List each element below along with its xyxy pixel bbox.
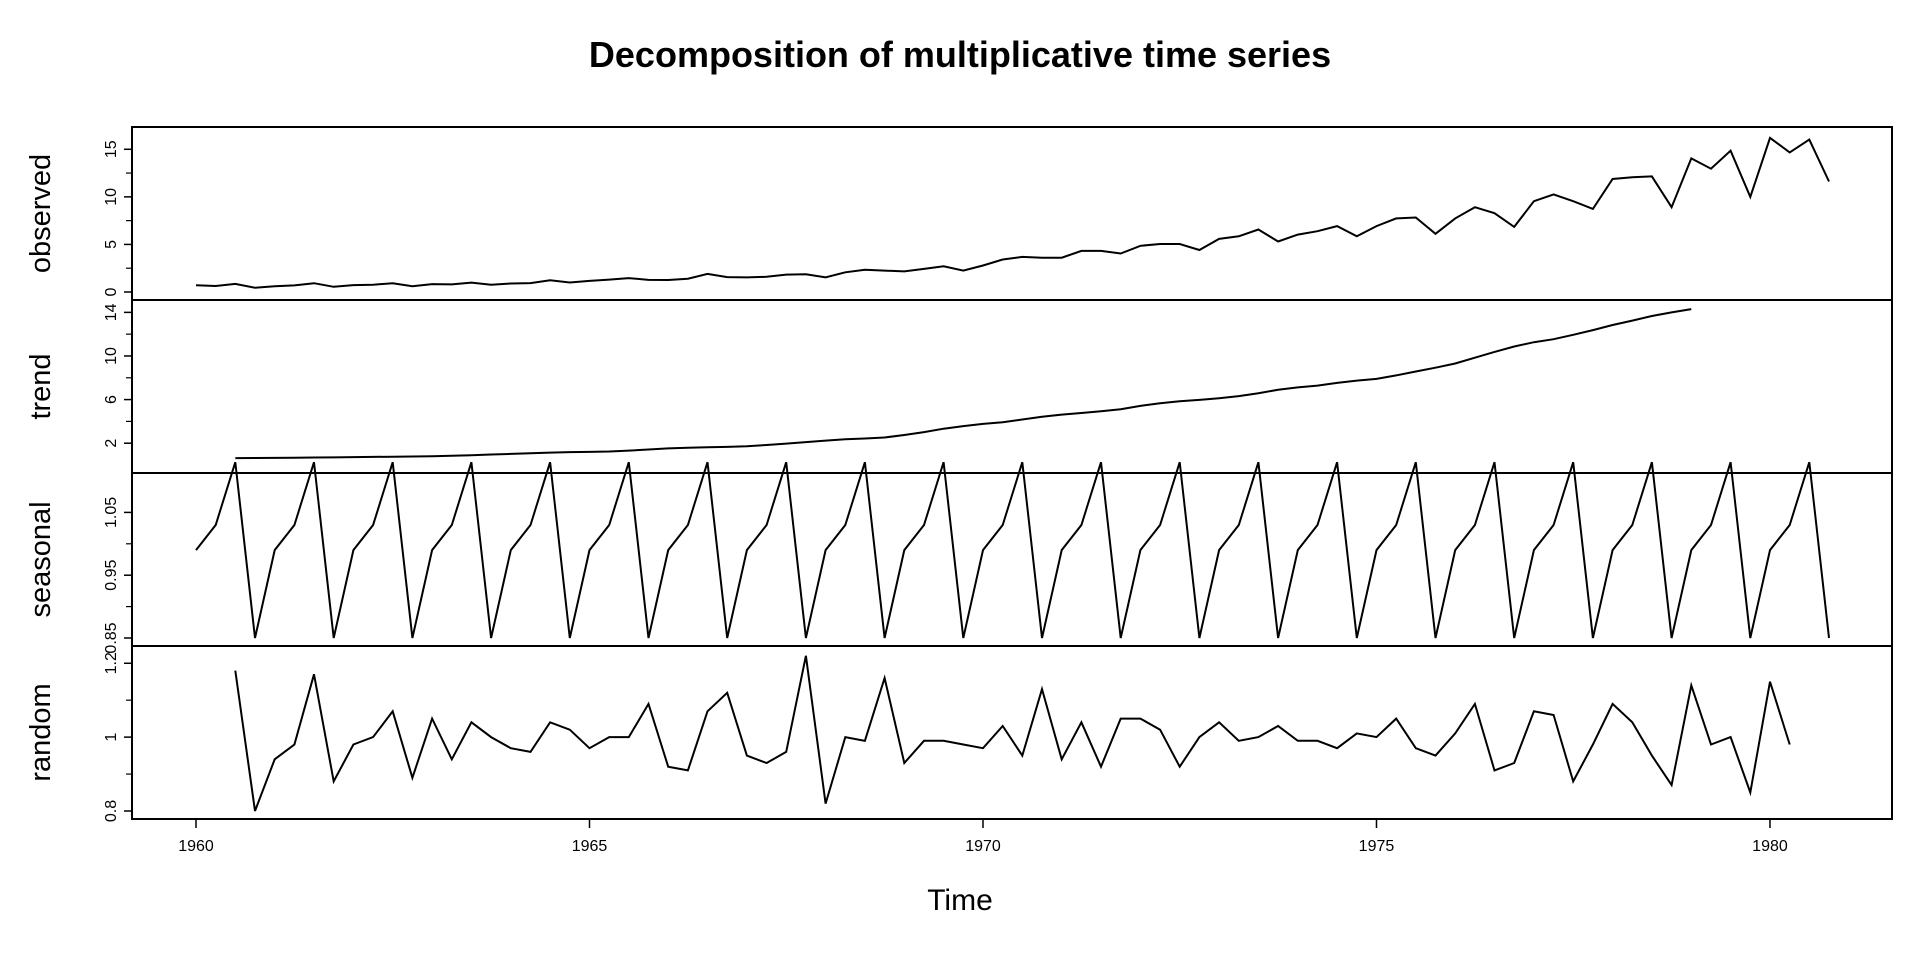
y-tick-label-random: 1 bbox=[103, 733, 120, 742]
y-tick-label-observed: 0 bbox=[103, 287, 120, 296]
panel-frame-random bbox=[131, 645, 1893, 820]
y-tick-label-seasonal: 0.95 bbox=[103, 560, 120, 591]
x-axis-title: Time bbox=[927, 884, 993, 917]
panel-frame-observed bbox=[131, 126, 1893, 301]
chart-title: Decomposition of multiplicative time ser… bbox=[588, 34, 1332, 75]
series-line-random bbox=[234, 655, 1791, 812]
y-tick-label-seasonal: 0.85 bbox=[103, 622, 120, 653]
panel-label-random: random bbox=[25, 683, 57, 781]
series-line-observed bbox=[195, 136, 1830, 289]
panel-random: random 0.8 1 1.2 bbox=[25, 645, 1893, 822]
y-tick-label-observed: 10 bbox=[103, 188, 120, 206]
y-tick-label-trend: 10 bbox=[103, 347, 120, 365]
panels-group: observed 0 5 10 15 trend 2 6 10 14 seasonal 0.85 0.9… bbox=[25, 126, 1893, 822]
panel-label-trend: trend bbox=[25, 353, 57, 419]
y-tick-label-trend: 2 bbox=[103, 439, 120, 448]
panel-label-seasonal: seasonal bbox=[25, 501, 57, 617]
y-tick-label-trend: 14 bbox=[103, 303, 120, 321]
panel-frame-trend bbox=[131, 299, 1893, 474]
y-tick-label-trend: 6 bbox=[103, 395, 120, 404]
x-tick-label: 1980 bbox=[1752, 838, 1788, 855]
y-tick-label-random: 0.8 bbox=[103, 800, 120, 822]
x-tick-label: 1975 bbox=[1359, 838, 1395, 855]
x-axis: 1960 1965 1970 1975 1980 bbox=[178, 818, 1788, 855]
panel-trend: trend 2 6 10 14 bbox=[25, 299, 1893, 474]
panel-label-observed: observed bbox=[25, 154, 57, 273]
series-line-trend bbox=[235, 308, 1692, 460]
y-tick-label-seasonal: 1.05 bbox=[103, 497, 120, 528]
x-tick-label: 1960 bbox=[178, 838, 214, 855]
panel-seasonal: seasonal 0.85 0.95 1.05 bbox=[25, 461, 1893, 654]
x-tick-label: 1965 bbox=[572, 838, 608, 855]
series-line-seasonal bbox=[195, 461, 1830, 639]
y-tick-label-observed: 5 bbox=[103, 240, 120, 249]
panel-observed: observed 0 5 10 15 bbox=[25, 126, 1893, 301]
y-tick-label-observed: 15 bbox=[103, 140, 120, 158]
x-tick-label: 1970 bbox=[965, 838, 1001, 855]
y-tick-label-random: 1.2 bbox=[103, 652, 120, 674]
